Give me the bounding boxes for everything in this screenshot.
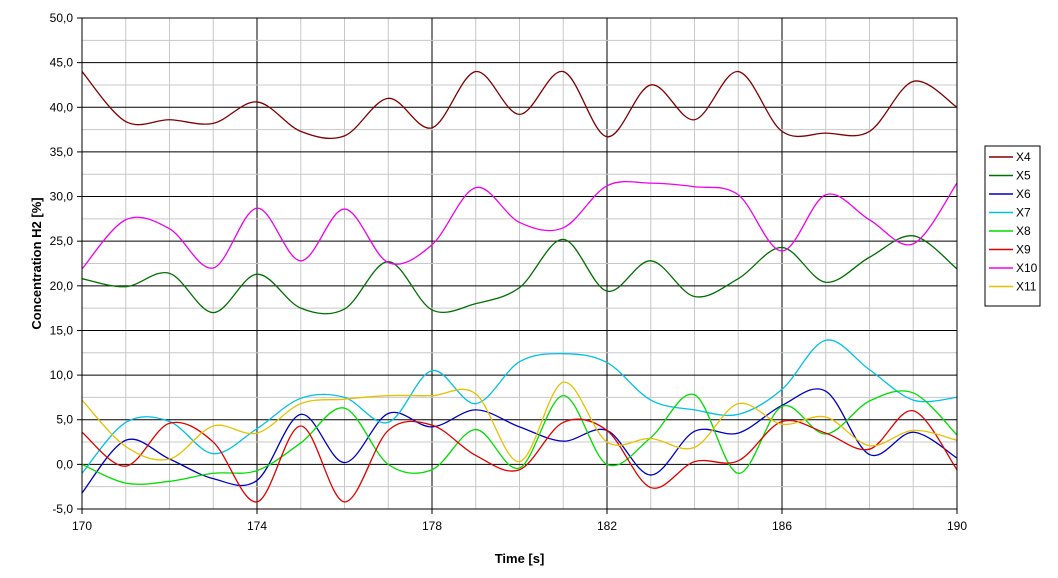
axis-ticks: 170 174 178 182 186 190 -5,0 0,0 5,0 10,0 15,0 20,0…	[50, 11, 968, 533]
y-tick-label: 20,0	[50, 279, 74, 293]
y-tick-label: 25,0	[50, 234, 74, 248]
x-tick-label: 186	[772, 519, 792, 533]
y-tick-label: 0,0	[56, 457, 73, 471]
legend-label-x7: X7	[1016, 206, 1031, 220]
x-tick-label: 190	[947, 519, 967, 533]
legend-label-x9: X9	[1016, 243, 1031, 257]
legend-label-x6: X6	[1016, 187, 1031, 201]
y-tick-label: 45,0	[50, 56, 74, 70]
x-tick-label: 182	[597, 519, 617, 533]
y-tick-label: 10,0	[50, 368, 74, 382]
legend-label-x4: X4	[1016, 150, 1031, 164]
y-tick-label: -5,0	[52, 502, 73, 516]
legend: X4 X5 X6 X7 X8 X9 X10 X11	[985, 146, 1040, 306]
x-axis-title: Time [s]	[495, 551, 545, 566]
legend-label-x5: X5	[1016, 169, 1031, 183]
y-tick-label: 40,0	[50, 100, 74, 114]
y-tick-label: 15,0	[50, 323, 74, 337]
y-tick-label: 50,0	[50, 11, 74, 25]
grid	[82, 18, 957, 509]
legend-label-x11: X11	[1016, 280, 1037, 294]
y-tick-label: 5,0	[56, 413, 73, 427]
y-tick-label: 35,0	[50, 145, 74, 159]
x-tick-label: 170	[72, 519, 92, 533]
legend-label-x10: X10	[1016, 261, 1038, 275]
x-tick-label: 174	[247, 519, 267, 533]
x-tick-label: 178	[422, 519, 442, 533]
legend-label-x8: X8	[1016, 224, 1031, 238]
y-tick-label: 30,0	[50, 190, 74, 204]
y-axis-title: Concentration H2 [%]	[29, 197, 44, 329]
